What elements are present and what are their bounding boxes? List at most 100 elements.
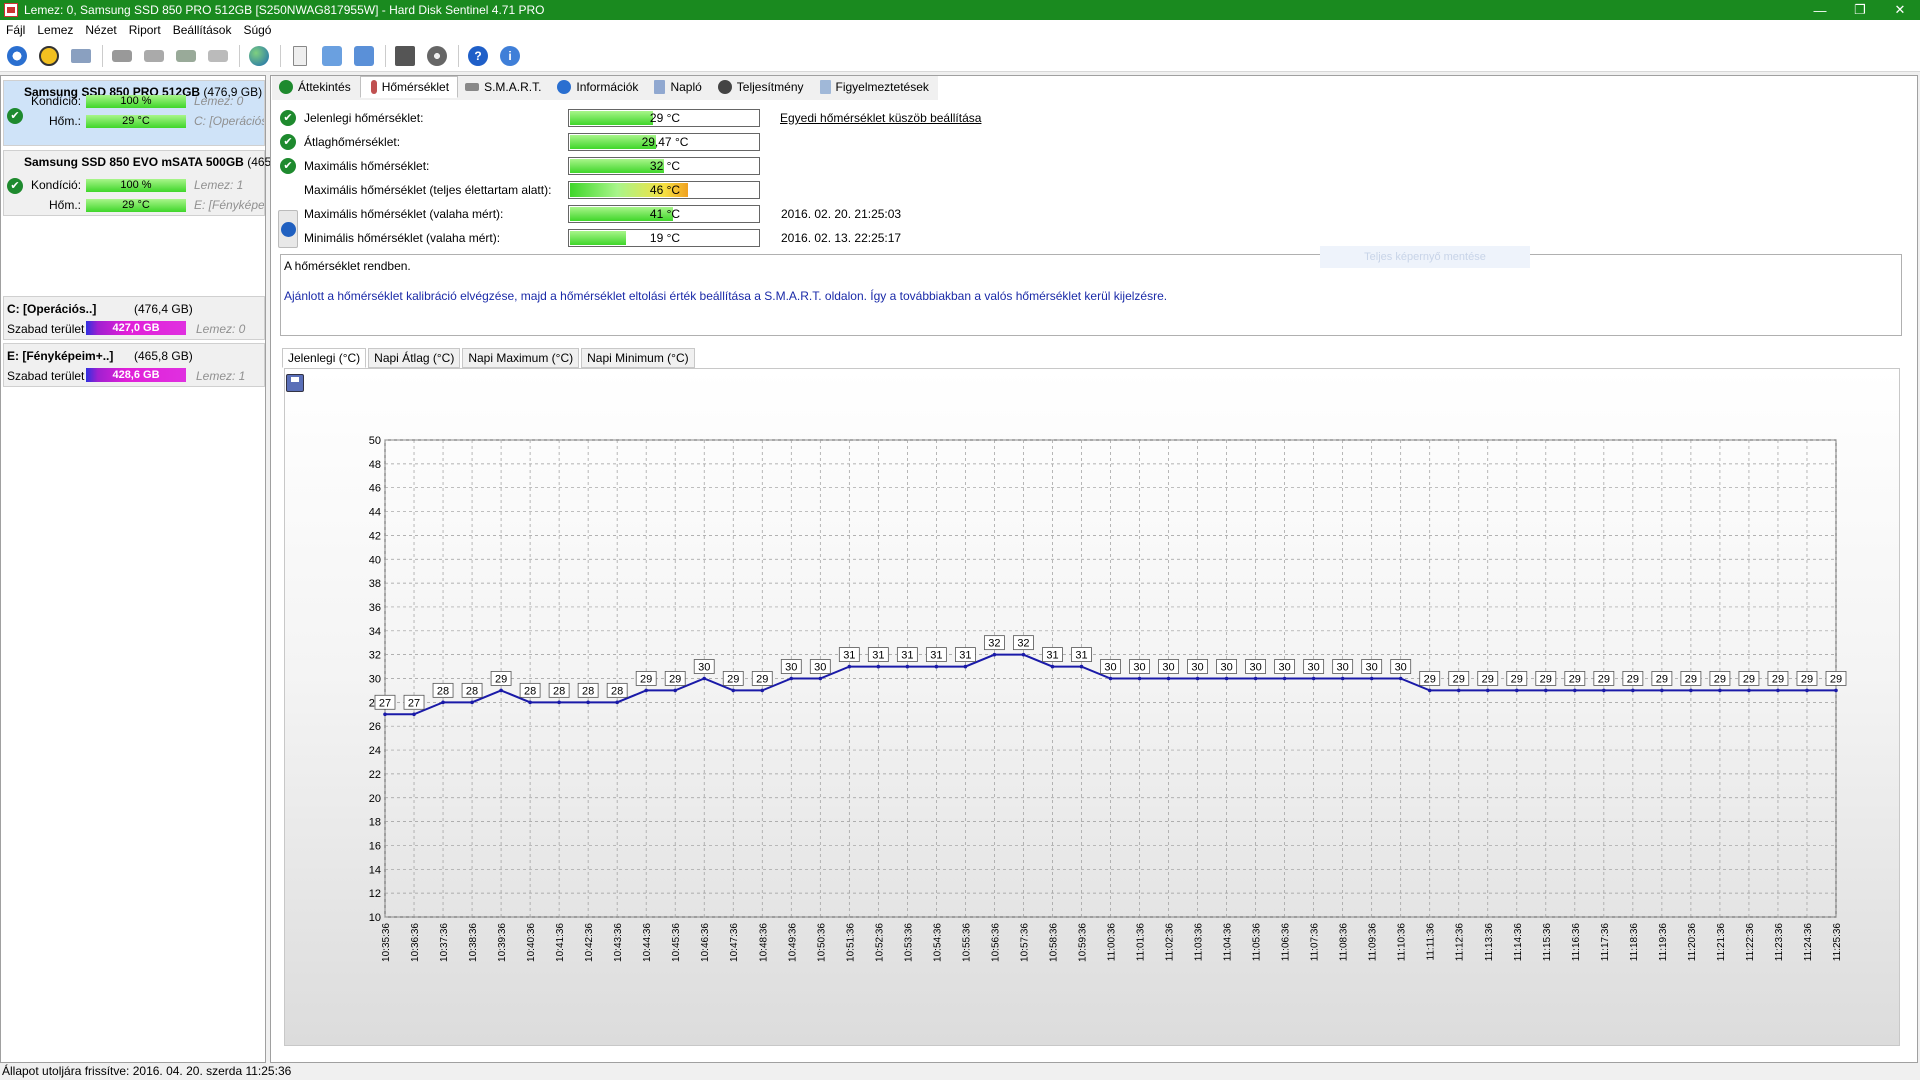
data-label-box bbox=[1303, 659, 1325, 674]
maximize-button[interactable]: ❐ bbox=[1854, 2, 1866, 17]
tab-performance[interactable]: Teljesítmény bbox=[711, 76, 813, 98]
x-tick-label: 11:09:36 bbox=[1368, 923, 1379, 962]
tab-smart[interactable]: S.M.A.R.T. bbox=[458, 76, 550, 98]
disk-info-button[interactable] bbox=[424, 43, 450, 69]
close-button[interactable]: ✕ bbox=[1894, 2, 1906, 17]
temp-bar-fill bbox=[570, 111, 653, 125]
web-button[interactable] bbox=[246, 43, 272, 69]
data-point bbox=[1427, 688, 1432, 693]
menu-view[interactable]: Nézet bbox=[85, 23, 117, 37]
help-icon: ? bbox=[468, 45, 488, 66]
data-label: 32 bbox=[1017, 638, 1029, 650]
x-tick-label: 11:16:36 bbox=[1571, 923, 1582, 962]
y-tick-label: 22 bbox=[369, 769, 381, 781]
data-label: 30 bbox=[1278, 662, 1290, 674]
disk-tool-4-button[interactable] bbox=[205, 43, 231, 69]
data-label-box bbox=[635, 671, 657, 686]
disk-tool-2-button[interactable] bbox=[141, 43, 167, 69]
volume-item-0[interactable]: C: [Operációs..] (476,4 GB) Szabad terül… bbox=[3, 296, 265, 340]
data-label: 31 bbox=[1075, 650, 1087, 662]
data-point bbox=[1776, 688, 1780, 693]
data-point bbox=[789, 676, 794, 681]
data-label: 30 bbox=[1162, 662, 1174, 674]
help-button[interactable]: ? bbox=[465, 43, 491, 69]
temp-bar: 32 °C bbox=[568, 157, 760, 175]
app-icon bbox=[4, 3, 18, 17]
temp-value: 29 °C bbox=[649, 111, 681, 125]
health-label: Kondíció: bbox=[31, 178, 82, 192]
reset-button[interactable] bbox=[278, 210, 298, 248]
sync-button[interactable] bbox=[319, 43, 345, 69]
y-tick-label: 20 bbox=[369, 793, 381, 805]
x-tick-label: 10:35:36 bbox=[381, 923, 392, 962]
data-point bbox=[1021, 652, 1026, 657]
disk-icon bbox=[465, 83, 480, 91]
x-tick-label: 10:52:36 bbox=[874, 923, 885, 962]
x-tick-label: 11:12:36 bbox=[1455, 923, 1466, 962]
free-space-label: Szabad terület bbox=[7, 369, 85, 383]
email-button[interactable] bbox=[68, 43, 94, 69]
data-label-box bbox=[519, 682, 541, 698]
data-point bbox=[644, 688, 648, 693]
x-tick-label: 11:00:36 bbox=[1107, 923, 1118, 962]
disk-item-1[interactable]: Samsung SSD 850 EVO mSATA 500GB (465, ✔ … bbox=[3, 150, 275, 216]
data-label: 31 bbox=[959, 650, 971, 662]
disk-wrench-icon bbox=[208, 49, 228, 62]
tab-information[interactable]: Információk bbox=[550, 76, 647, 98]
data-label-box bbox=[751, 671, 773, 686]
data-point bbox=[1747, 688, 1751, 693]
chart-tab-bar: Jelenlegi (°C) Napi Átlag (°C) Napi Maxi… bbox=[282, 348, 697, 368]
temp-bar-fill bbox=[570, 159, 664, 173]
data-point bbox=[528, 700, 532, 705]
data-label: 29 bbox=[1598, 673, 1610, 685]
menu-settings[interactable]: Beállítások bbox=[172, 23, 232, 37]
temperature-chart: 10 12 14 16 18 20 22 24 26 28 30 32 34 36 38 40 42 44 46 48… bbox=[369, 435, 1847, 962]
x-tick-label: 11:22:36 bbox=[1745, 923, 1756, 962]
y-tick-label: 18 bbox=[369, 817, 381, 829]
data-point bbox=[1166, 676, 1171, 681]
menu-file[interactable]: Fájl bbox=[6, 23, 26, 37]
disk-tool-1-button[interactable] bbox=[109, 43, 135, 69]
network-button[interactable] bbox=[351, 43, 377, 69]
data-point bbox=[1398, 676, 1403, 681]
tab-temperature[interactable]: Hőmérséklet bbox=[359, 76, 459, 98]
tab-daily-average[interactable]: Napi Átlag (°C) bbox=[368, 348, 461, 368]
fullscreen-save-button[interactable]: Teljes képernyő mentése bbox=[1320, 246, 1530, 268]
save-chart-button[interactable] bbox=[286, 374, 304, 392]
data-label: 30 bbox=[1337, 662, 1349, 674]
tab-current[interactable]: Jelenlegi (°C) bbox=[282, 348, 367, 368]
toolbar: ? i bbox=[0, 40, 1920, 72]
about-button[interactable]: i bbox=[497, 43, 523, 69]
menu-disk[interactable]: Lemez bbox=[37, 23, 74, 37]
x-tick-label: 10:38:36 bbox=[468, 923, 479, 962]
temp-label: Átlaghőmérséklet: bbox=[304, 135, 401, 149]
x-tick-label: 11:03:36 bbox=[1194, 923, 1205, 962]
x-tick-label: 11:19:36 bbox=[1658, 923, 1669, 962]
x-tick-label: 11:25:36 bbox=[1832, 923, 1843, 962]
menu-report[interactable]: Riport bbox=[128, 23, 161, 37]
disk-wrench-icon bbox=[112, 49, 132, 62]
x-tick-label: 10:54:36 bbox=[932, 923, 943, 962]
data-label-box bbox=[896, 647, 918, 662]
title-bar: Lemez: 0, Samsung SSD 850 PRO 512GB [S25… bbox=[0, 0, 1920, 20]
tab-overview[interactable]: Áttekintés bbox=[272, 76, 360, 98]
disk-tool-3-button[interactable] bbox=[173, 43, 199, 69]
refresh-button[interactable] bbox=[4, 43, 30, 69]
network-icon bbox=[354, 45, 374, 66]
ok-check-icon: ✔ bbox=[280, 110, 296, 126]
x-tick-label: 11:08:36 bbox=[1339, 923, 1350, 962]
thermometer-icon bbox=[370, 80, 377, 94]
performance-button[interactable] bbox=[392, 43, 418, 69]
minimize-button[interactable]: — bbox=[1813, 2, 1827, 18]
report-button[interactable] bbox=[287, 43, 313, 69]
tab-log[interactable]: Napló bbox=[647, 76, 710, 98]
tab-daily-maximum[interactable]: Napi Maximum (°C) bbox=[462, 348, 580, 368]
temp-label: Maximális hőmérséklet (teljes élettartam… bbox=[304, 183, 552, 197]
alert-button[interactable] bbox=[36, 43, 62, 69]
tab-alerts[interactable]: Figyelmeztetések bbox=[813, 76, 938, 98]
tab-daily-minimum[interactable]: Napi Minimum (°C) bbox=[581, 348, 695, 368]
disk-item-0[interactable]: Samsung SSD 850 PRO 512GB (476,9 GB) ✔ K… bbox=[3, 80, 265, 146]
menu-help[interactable]: Súgó bbox=[243, 23, 272, 37]
volume-item-1[interactable]: E: [Fényképeim+..] (465,8 GB) Szabad ter… bbox=[3, 343, 265, 387]
threshold-link[interactable]: Egyedi hőmérséklet küszöb beállítása bbox=[780, 111, 982, 125]
